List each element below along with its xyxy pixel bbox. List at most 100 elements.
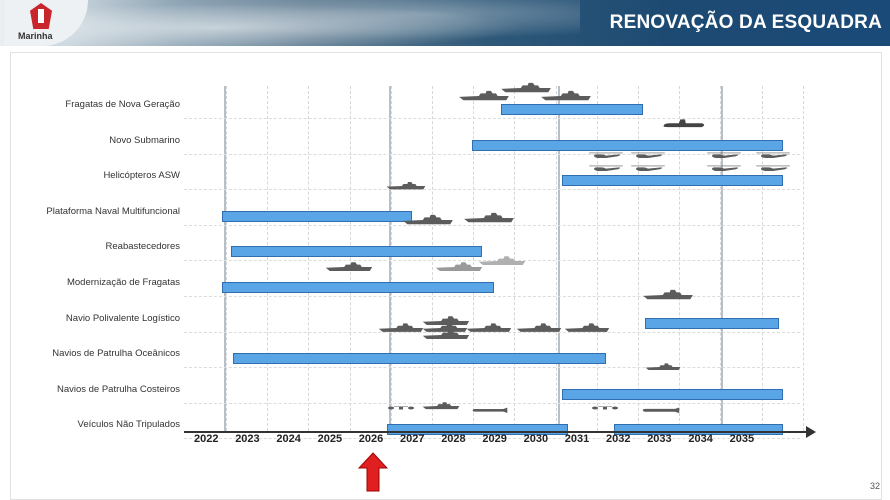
grid-line-vertical bbox=[761, 86, 763, 431]
patrol-ship-icon bbox=[422, 316, 470, 325]
helicopter-icon bbox=[756, 152, 790, 158]
timeline-bar bbox=[471, 139, 783, 151]
period-divider-line bbox=[224, 86, 227, 431]
row-label: Novo Submarino bbox=[109, 134, 180, 146]
timeline-bar bbox=[387, 424, 569, 436]
x-axis-arrow-icon bbox=[806, 426, 816, 438]
grid-line-vertical bbox=[596, 86, 598, 431]
grid-line-horizontal bbox=[184, 331, 800, 333]
period-divider-line bbox=[389, 86, 392, 431]
timeline-bar bbox=[613, 424, 783, 436]
patrol-ship-icon bbox=[422, 330, 470, 339]
row-label: Fragatas de Nova Geração bbox=[65, 99, 180, 110]
grid-line-vertical bbox=[555, 86, 557, 431]
grid-line-horizontal bbox=[184, 189, 800, 191]
helicopter-icon bbox=[631, 152, 665, 158]
grid-line-vertical bbox=[432, 86, 433, 431]
page-number: 32 bbox=[869, 481, 880, 491]
navy-emblem-icon bbox=[30, 3, 52, 29]
year-tick-label: 2028 bbox=[441, 433, 466, 445]
drone-icon bbox=[592, 406, 619, 410]
x-axis bbox=[184, 431, 810, 433]
grid-line-horizontal bbox=[184, 153, 800, 155]
year-tick-label: 2022 bbox=[194, 433, 219, 445]
grid-line-vertical bbox=[267, 86, 269, 431]
grid-line-horizontal bbox=[184, 260, 800, 262]
frigate-icon bbox=[501, 82, 551, 93]
year-tick-label: 2023 bbox=[235, 433, 260, 445]
drone-icon bbox=[388, 406, 415, 410]
grid-line-vertical bbox=[679, 86, 681, 431]
multipurpose-ship-icon bbox=[386, 182, 426, 190]
year-tick-label: 2030 bbox=[523, 433, 549, 445]
row-label: Navios de Patrulha Costeiros bbox=[56, 383, 180, 395]
timeline-bar bbox=[222, 282, 495, 293]
year-tick-label: 2024 bbox=[276, 433, 301, 445]
patrol-ship-icon bbox=[516, 323, 562, 332]
uncrewed-vessel-icon bbox=[422, 402, 460, 410]
grid-line-horizontal bbox=[184, 296, 800, 297]
torpedo-drone-icon bbox=[642, 407, 680, 414]
page-title: RENOVAÇÃO DA ESQUADRA bbox=[609, 12, 882, 33]
logo-text: Marinha bbox=[18, 31, 53, 41]
patrol-ship-icon bbox=[378, 323, 424, 332]
navy-logo: Marinha bbox=[4, 0, 88, 46]
grid-line-vertical bbox=[514, 86, 516, 431]
frigate-icon bbox=[459, 90, 509, 101]
replenishment-ship-icon bbox=[403, 214, 453, 225]
patrol-ship-icon bbox=[564, 323, 610, 332]
grid-line-vertical bbox=[390, 86, 392, 431]
timeline-bar bbox=[562, 175, 783, 187]
grid-line-vertical bbox=[802, 86, 804, 431]
grid-line-vertical bbox=[720, 86, 722, 431]
helicopter-icon bbox=[589, 152, 623, 158]
row-label: Reabastecedores bbox=[105, 241, 180, 253]
row-label: Helicópteros ASW bbox=[103, 170, 180, 182]
timeline-bar bbox=[500, 104, 643, 115]
helicopter-icon bbox=[589, 165, 623, 171]
year-tick-label: 2035 bbox=[729, 433, 755, 445]
frigate-icon bbox=[541, 90, 591, 101]
helicopter-icon bbox=[631, 165, 665, 171]
timeline-bar bbox=[562, 388, 783, 400]
coastal-patrol-icon bbox=[645, 363, 681, 370]
frigate-icon bbox=[478, 256, 526, 265]
timeline-bar bbox=[644, 317, 779, 329]
year-tick-label: 2025 bbox=[317, 433, 343, 445]
row-label: Navio Polivalente Logístico bbox=[65, 312, 180, 324]
grid-line-horizontal bbox=[184, 118, 800, 119]
row-label: Plataforma Naval Multifuncional bbox=[46, 205, 180, 217]
torpedo-drone-icon bbox=[472, 407, 508, 413]
replenishment-ship-icon bbox=[464, 212, 514, 223]
grid-line-horizontal bbox=[184, 438, 800, 440]
patrol-ship-icon bbox=[422, 323, 468, 332]
current-year-arrow-icon bbox=[357, 452, 388, 492]
period-divider-line bbox=[558, 86, 561, 431]
helicopter-icon bbox=[756, 165, 790, 171]
period-divider-line bbox=[720, 86, 723, 431]
header-banner: Marinha RENOVAÇÃO DA ESQUADRA bbox=[0, 0, 890, 46]
patrol-ship-icon bbox=[466, 323, 512, 332]
grid-line-vertical bbox=[349, 86, 351, 431]
helicopter-icon bbox=[707, 165, 741, 171]
row-label: Navios de Patrulha Oceânicos bbox=[52, 348, 180, 360]
grid-line-horizontal bbox=[184, 367, 800, 369]
sea-background bbox=[60, 0, 580, 46]
year-tick-label: 2026 bbox=[358, 433, 384, 445]
frigate-icon bbox=[325, 262, 373, 271]
grid-line-horizontal bbox=[184, 402, 800, 404]
year-tick-label: 2029 bbox=[482, 433, 507, 445]
year-tick-label: 2033 bbox=[647, 433, 672, 445]
timeline-bar bbox=[222, 210, 412, 222]
year-tick-label: 2027 bbox=[400, 433, 425, 445]
helicopter-icon bbox=[707, 152, 741, 158]
grid-line-horizontal bbox=[184, 224, 800, 226]
frigate-icon bbox=[435, 262, 483, 271]
grid-line-vertical bbox=[638, 86, 639, 431]
year-tick-label: 2034 bbox=[688, 433, 713, 445]
row-label: Modernização de Fragatas bbox=[66, 277, 180, 288]
timeline-bar bbox=[230, 246, 482, 258]
year-tick-label: 2031 bbox=[564, 433, 590, 445]
grid-line-vertical bbox=[473, 86, 475, 431]
grid-line-vertical bbox=[226, 86, 227, 431]
